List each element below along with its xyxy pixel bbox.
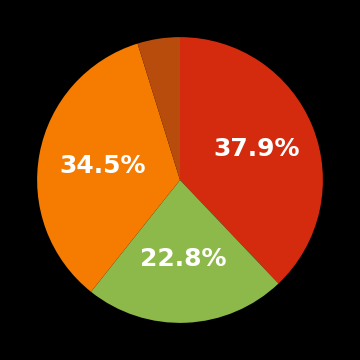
Wedge shape xyxy=(180,37,323,284)
Text: 22.8%: 22.8% xyxy=(140,247,227,270)
Wedge shape xyxy=(37,44,180,292)
Text: 34.5%: 34.5% xyxy=(59,153,146,177)
Wedge shape xyxy=(138,37,180,180)
Text: 37.9%: 37.9% xyxy=(214,137,300,161)
Wedge shape xyxy=(91,180,279,323)
